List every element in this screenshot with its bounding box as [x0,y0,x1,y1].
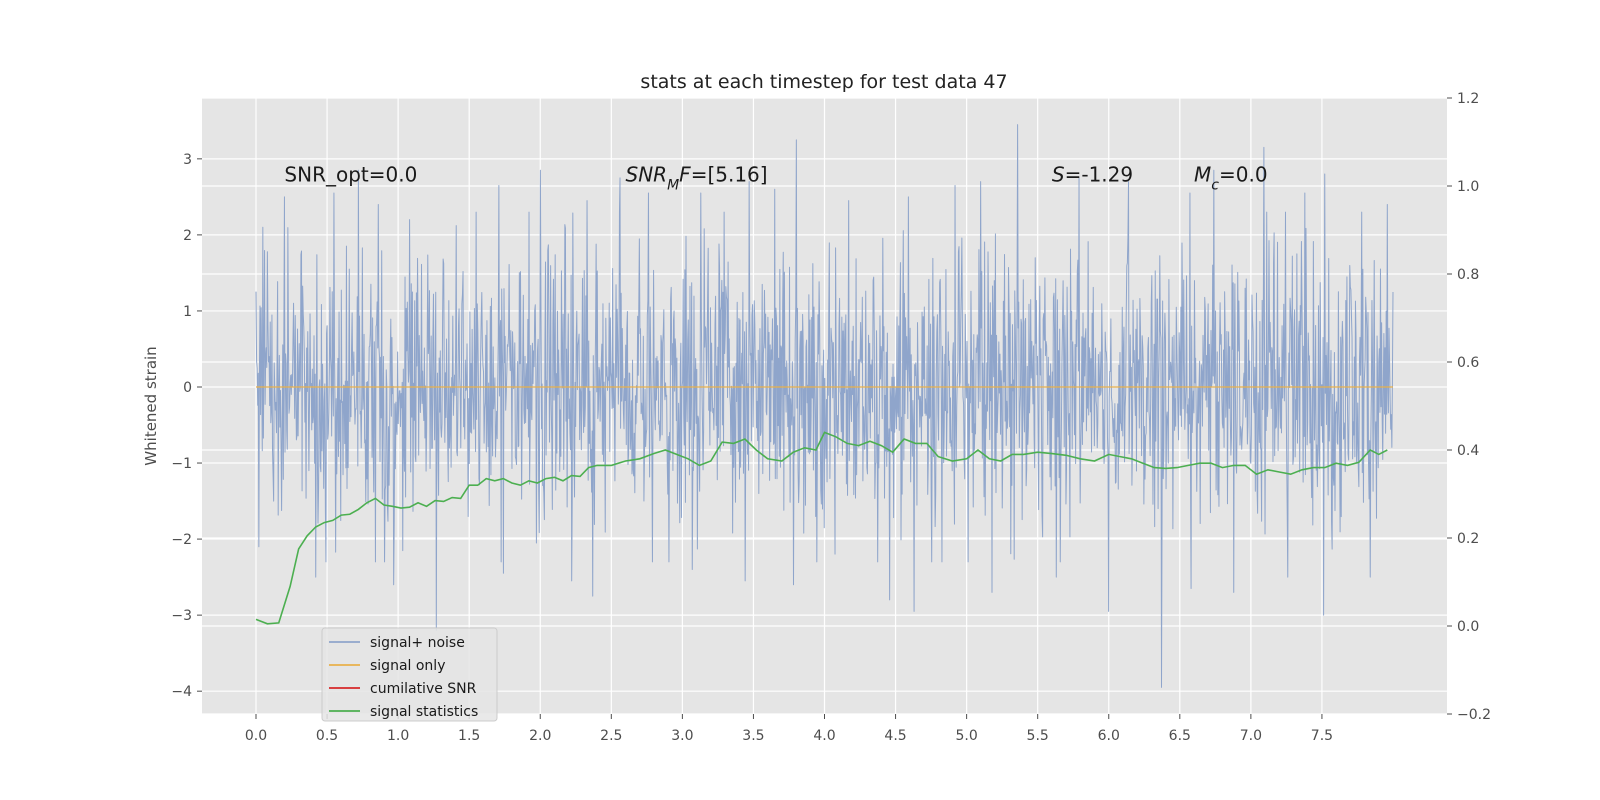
y-tick-label: 0 [183,380,192,396]
x-tick-label: 5.5 [1027,728,1049,744]
x-tick-label: 6.5 [1169,728,1191,744]
chart-title: stats at each timestep for test data 47 [640,71,1007,93]
y-tick-label: −1 [171,456,192,472]
x-tick-label: 1.5 [458,728,480,744]
series-lines [255,386,1393,625]
series-signal-plus-noise [255,124,1394,688]
y-tick-label: −3 [171,608,192,624]
annotations: SNR_opt=0.0 SNRMF=[5.16] S=-1.29 Mc=0.0 [284,163,1267,194]
legend: signal+ noise signal only cumilative SNR si… [321,627,498,722]
legend-box [321,627,498,722]
x-tick-label: 2.5 [600,728,622,744]
x-tick-label: 3.5 [742,728,764,744]
y2-tick-label: 0.8 [1457,267,1479,283]
y-tick-label: 1 [183,304,192,320]
y-tick-label: −4 [171,684,192,700]
annotation-text: S=-1.29 [1052,163,1133,187]
y-tick-label: −2 [171,532,192,548]
y2-tick-label: 0.2 [1457,531,1479,547]
y2-tick-label: 0.4 [1457,443,1479,459]
legend-label: signal+ noise [370,635,465,651]
x-tick-label: 3.0 [671,728,693,744]
x-tick-label: 6.0 [1098,728,1120,744]
legend-label: signal statistics [370,704,478,720]
x-tick-label: 7.5 [1311,728,1333,744]
legend-label: cumilative SNR [370,681,477,697]
y2-tick-label: 0.6 [1457,355,1479,371]
annotation-text: Mc=0.0 [1194,163,1268,194]
y2-tick-label: 0.0 [1457,619,1479,635]
series-line-signal-plus-noise [255,124,1394,688]
x-tick-label: 2.0 [529,728,551,744]
y-tick-label: 3 [183,152,192,168]
legend-label: signal only [370,658,445,674]
y-axis-left: −4 −3 −2 −1 0 1 2 3 [171,152,202,700]
y2-tick-label: −0.2 [1457,707,1491,723]
annotation-text: SNR_opt=0.0 [284,163,417,187]
x-tick-label: 4.0 [813,728,835,744]
annotation-text: SNRMF=[5.16] [626,163,768,194]
y2-tick-label: 1.0 [1457,179,1479,195]
y-axis-label: Whitened strain [142,346,160,465]
y-axis-right: −0.2 0.0 0.2 0.4 0.6 0.8 1.0 1.2 [1447,91,1491,723]
y2-tick-label: 1.2 [1457,91,1479,107]
x-tick-label: 1.0 [387,728,409,744]
x-tick-label: 0.0 [245,728,267,744]
x-tick-label: 0.5 [316,728,338,744]
x-tick-label: 4.5 [884,728,906,744]
y-tick-label: 2 [183,228,192,244]
x-tick-label: 5.0 [955,728,977,744]
series-line-signal-statistics [255,431,1388,625]
x-tick-label: 7.0 [1240,728,1262,744]
x-axis: 0.0 0.5 1.0 1.5 2.0 2.5 3.0 3.5 4.0 4.5 5.0 5.5 6.0 6… [245,714,1333,744]
